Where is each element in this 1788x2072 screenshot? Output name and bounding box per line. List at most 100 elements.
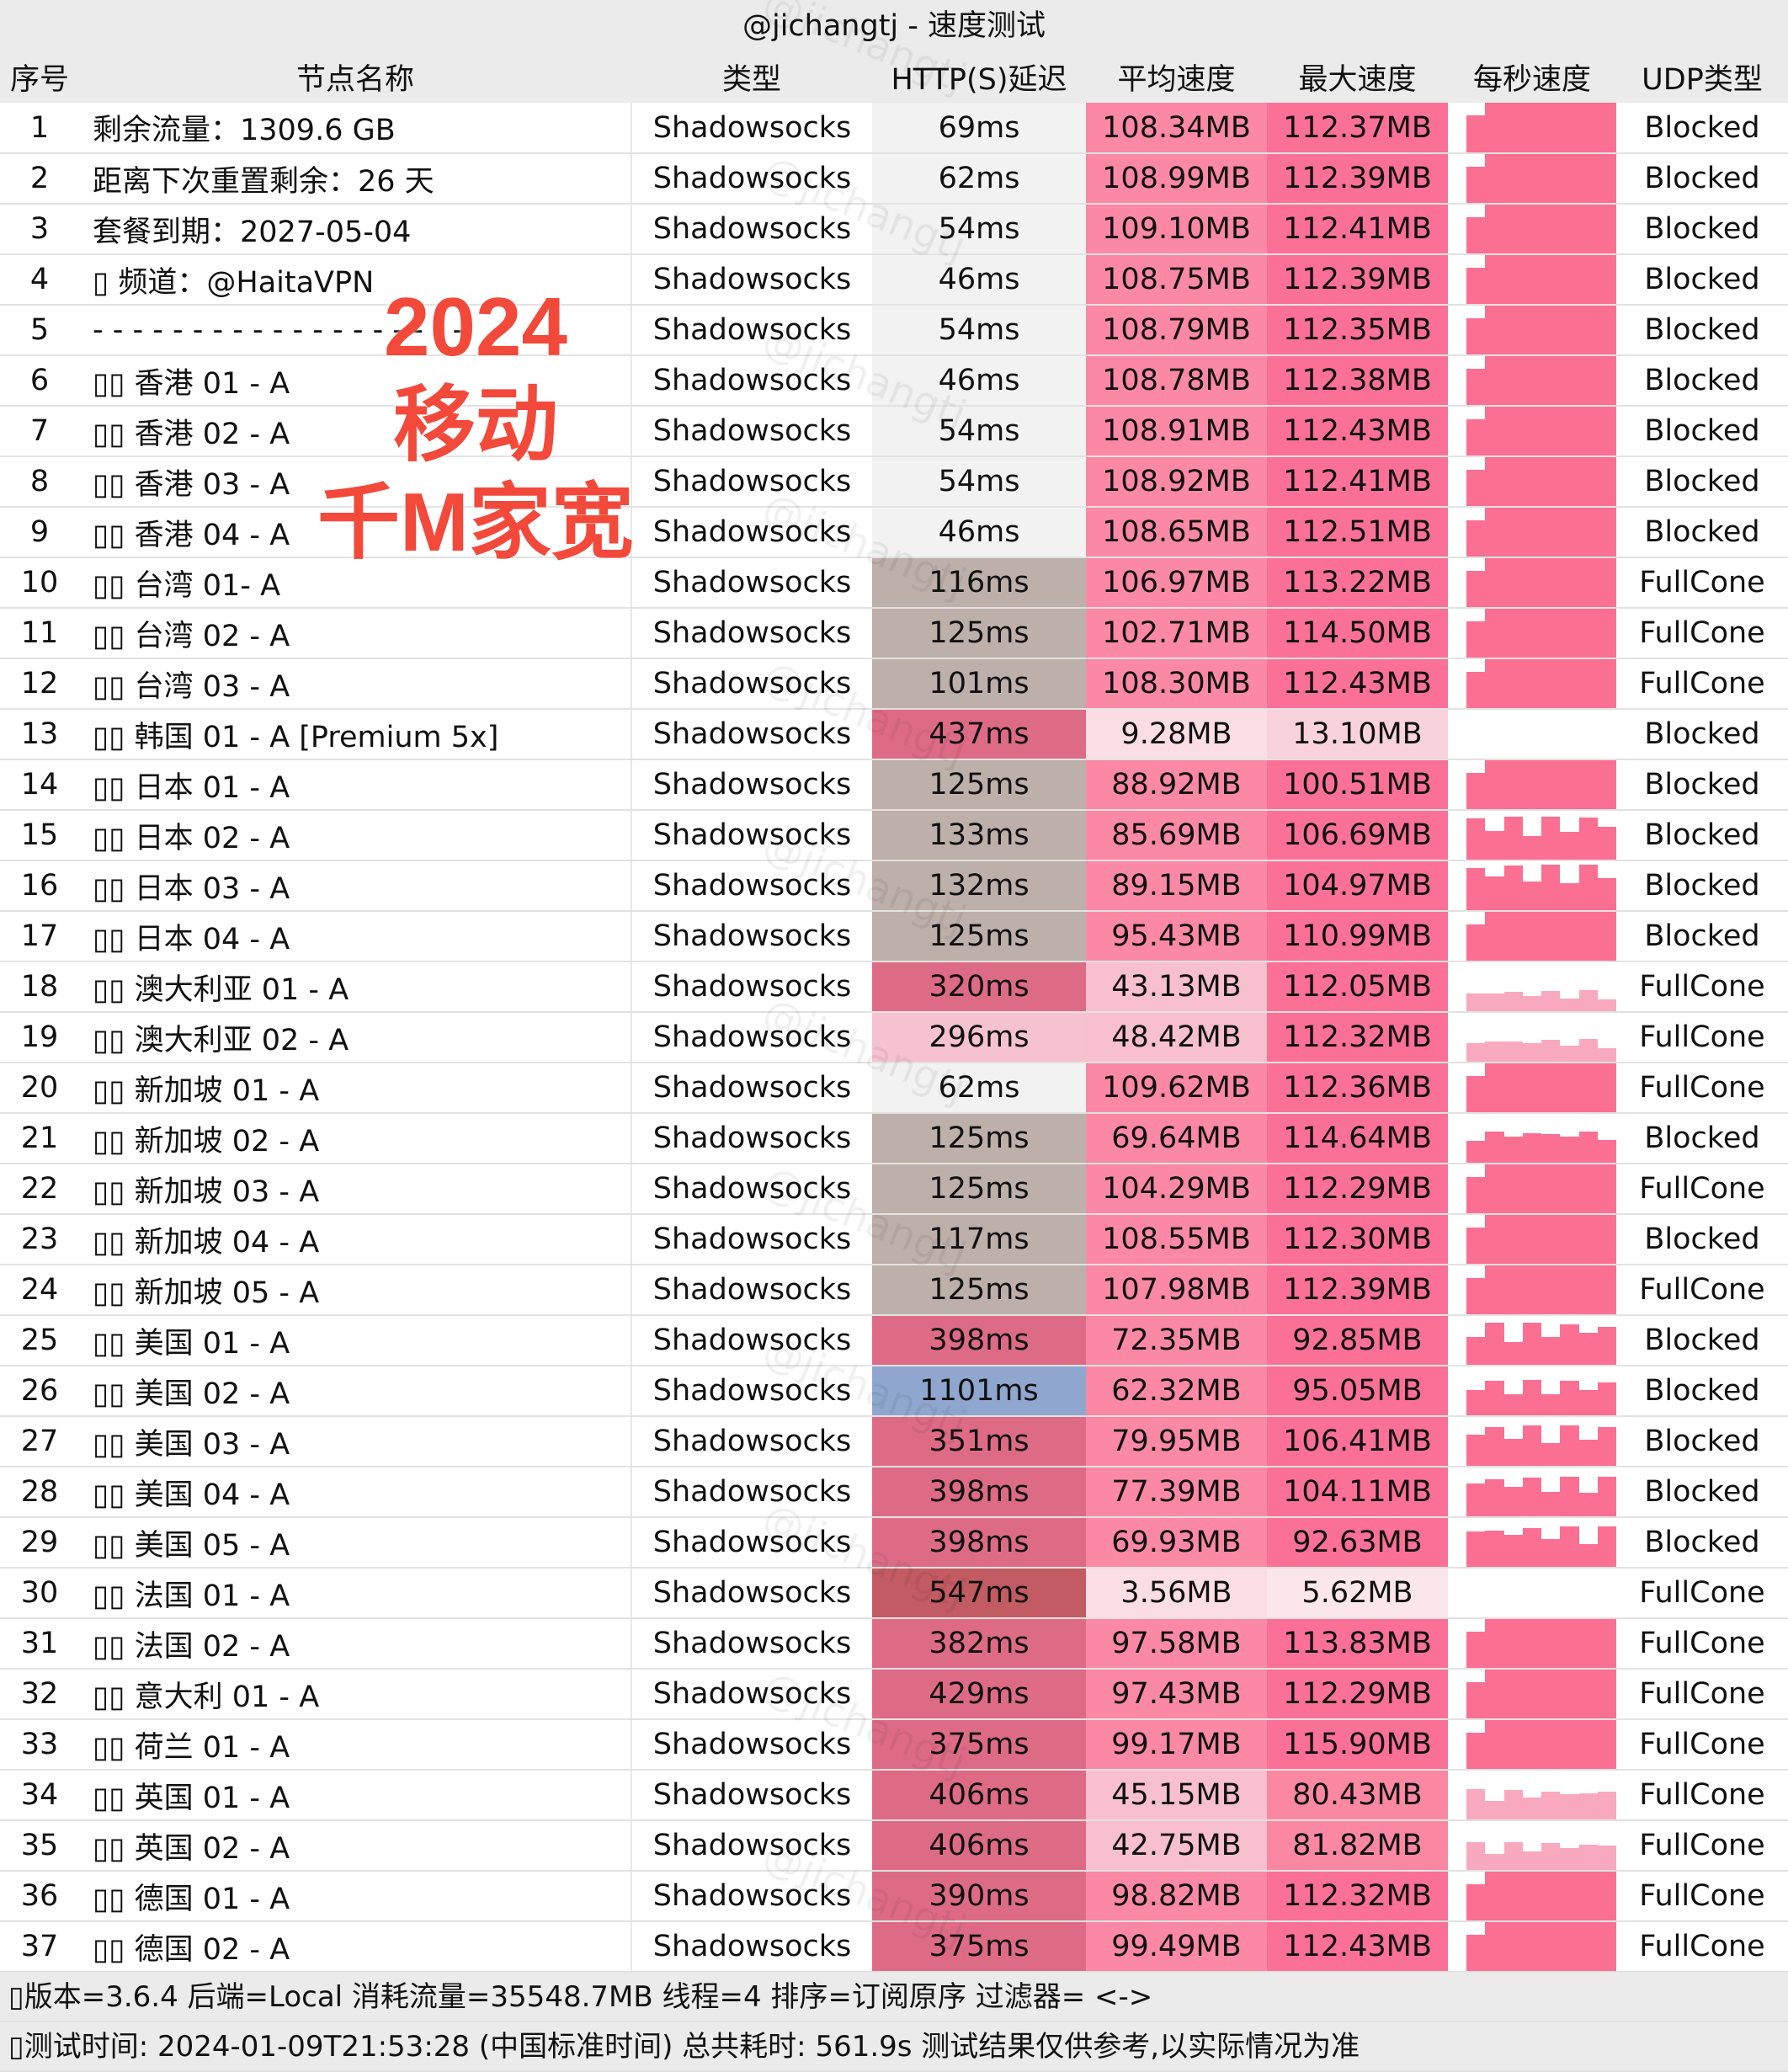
row-index: 8: [0, 456, 79, 508]
speed-bar: [1485, 1426, 1504, 1465]
latency: 375ms: [872, 1719, 1086, 1771]
avg-speed: 88.92MB: [1086, 759, 1267, 811]
speed-bar: [1578, 1793, 1598, 1819]
speed-bar: [1466, 519, 1486, 556]
node-type: Shadowsocks: [631, 305, 872, 356]
speed-bar: [1578, 818, 1598, 859]
speed-bar: [1522, 1720, 1541, 1768]
overlay-broadband: 千M家宽: [317, 476, 634, 568]
speed-bar: [1541, 103, 1561, 152]
speed-bar: [1560, 1526, 1579, 1566]
speed-bar: [1466, 570, 1486, 606]
node-type: Shadowsocks: [631, 103, 872, 154]
node-name: ▯▯ 台湾 01- A: [79, 557, 631, 609]
node-type: Shadowsocks: [631, 608, 872, 659]
latency: 125ms: [872, 608, 1086, 659]
promo-overlay: 2024 移动 千M家宽: [303, 278, 648, 571]
row-index: 6: [0, 355, 79, 407]
latency: 101ms: [872, 658, 1086, 710]
speed-bar: [1578, 1164, 1598, 1212]
speed-bar: [1522, 1043, 1541, 1061]
node-type: Shadowsocks: [631, 406, 872, 457]
node-type: Shadowsocks: [631, 810, 872, 861]
speed-bar: [1503, 1535, 1523, 1566]
max-speed: 13.10MB: [1267, 709, 1448, 760]
udp-type: FullCone: [1616, 961, 1788, 1013]
speed-bar: [1597, 457, 1616, 505]
speed-bar: [1503, 407, 1523, 455]
max-speed: 112.41MB: [1267, 204, 1448, 255]
speed-bar: [1597, 1382, 1616, 1414]
speed-bar: [1503, 205, 1523, 253]
avg-speed: 99.17MB: [1086, 1719, 1267, 1771]
row-index: 9: [0, 507, 79, 558]
speed-bar: [1578, 1493, 1598, 1515]
speed-bar: [1522, 1425, 1541, 1465]
avg-speed: 108.99MB: [1086, 153, 1267, 205]
row-index: 31: [0, 1618, 79, 1670]
speed-bar: [1485, 830, 1504, 859]
row-index: 32: [0, 1669, 79, 1720]
avg-speed: 72.35MB: [1086, 1315, 1267, 1366]
node-name: ▯▯ 韩国 01 - A [Premium 5x]: [79, 709, 631, 760]
per-second-speed: [1448, 254, 1616, 306]
per-second-speed: [1448, 709, 1616, 760]
avg-speed: 69.93MB: [1086, 1517, 1267, 1569]
speed-bar: [1522, 1922, 1541, 1970]
speed-bar: [1466, 469, 1486, 505]
node-type: Shadowsocks: [631, 456, 872, 508]
speed-bar: [1597, 1048, 1616, 1061]
speed-bar: [1466, 1140, 1486, 1162]
speed-bar: [1466, 1277, 1486, 1313]
udp-type: Blocked: [1616, 305, 1788, 356]
node-type: Shadowsocks: [631, 1012, 872, 1063]
udp-type: Blocked: [1616, 810, 1788, 861]
udp-type: Blocked: [1616, 911, 1788, 962]
max-speed: 5.62MB: [1267, 1568, 1448, 1619]
speed-bar: [1541, 1720, 1561, 1768]
avg-speed: 43.13MB: [1086, 961, 1267, 1013]
node-name: ▯▯ 荷兰 01 - A: [79, 1719, 631, 1771]
node-type: Shadowsocks: [631, 1416, 872, 1467]
speed-bar: [1597, 558, 1616, 606]
node-name: ▯▯ 日本 01 - A: [79, 759, 631, 811]
per-second-speed: [1448, 759, 1616, 811]
per-second-speed: [1448, 153, 1616, 205]
avg-speed: 108.78MB: [1086, 355, 1267, 407]
speed-bar: [1560, 356, 1579, 404]
max-speed: 112.37MB: [1267, 103, 1448, 154]
speed-bar: [1597, 255, 1616, 303]
speed-bar: [1560, 1324, 1579, 1364]
max-speed: 114.50MB: [1267, 608, 1448, 659]
speed-bar: [1560, 103, 1579, 152]
speed-bar: [1560, 255, 1579, 303]
speed-bar: [1503, 1341, 1523, 1364]
speed-bar: [1541, 1063, 1561, 1111]
speed-bar: [1597, 999, 1616, 1010]
max-speed: 112.36MB: [1267, 1063, 1448, 1114]
overlay-carrier: 移动: [392, 378, 558, 471]
per-second-speed: [1448, 1164, 1616, 1215]
header-type: 类型: [631, 51, 872, 103]
node-type: Shadowsocks: [631, 1517, 872, 1569]
udp-type: Blocked: [1616, 153, 1788, 205]
speed-bar: [1522, 995, 1541, 1010]
max-speed: 95.05MB: [1267, 1366, 1448, 1417]
speed-bar: [1522, 1527, 1541, 1566]
per-second-speed: [1448, 1719, 1616, 1771]
avg-speed: 79.95MB: [1086, 1416, 1267, 1467]
table-row: 29 ▯▯ 美国 05 - A Shadowsocks 398ms 69.93MB 92.…: [0, 1517, 1788, 1569]
speed-bar: [1578, 306, 1598, 354]
avg-speed: 108.30MB: [1086, 658, 1267, 710]
table-row: 14 ▯▯ 日本 01 - A Shadowsocks 125ms 88.92MB 100…: [0, 759, 1788, 811]
max-speed: 114.64MB: [1267, 1113, 1448, 1164]
max-speed: 112.29MB: [1267, 1164, 1448, 1215]
table-row: 31 ▯▯ 法国 02 - A Shadowsocks 382ms 97.58MB 113…: [0, 1618, 1788, 1670]
row-index: 19: [0, 1012, 79, 1063]
row-index: 25: [0, 1315, 79, 1366]
table-row: 7 ▯▯ 香港 02 - A Shadowsocks 54ms 108.91MB 112.…: [0, 406, 1788, 457]
speed-bar: [1560, 1922, 1579, 1970]
header-per-second: 每秒速度: [1448, 51, 1616, 103]
avg-speed: 3.56MB: [1086, 1568, 1267, 1619]
per-second-speed: [1448, 1063, 1616, 1114]
